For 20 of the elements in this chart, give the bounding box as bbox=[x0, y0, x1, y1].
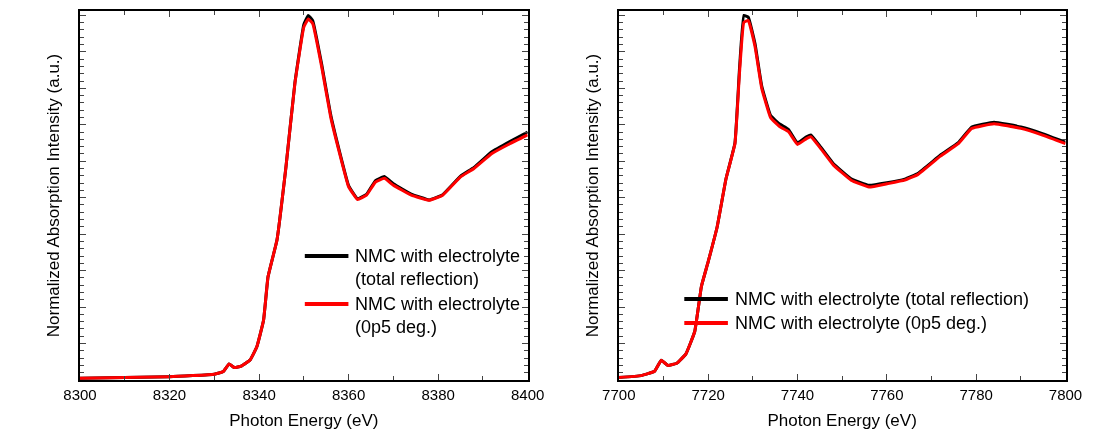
x-tick-label: 8320 bbox=[152, 385, 187, 403]
x-tick-label: 8380 bbox=[421, 385, 455, 403]
x-tick-label: 7780 bbox=[959, 385, 993, 403]
y-axis-title: Normalized Absorption Intensity (a.u.) bbox=[44, 53, 64, 338]
x-tick-label: 7800 bbox=[1048, 385, 1083, 403]
x-tick-label: 8360 bbox=[331, 385, 366, 403]
legend-label: NMC with electrolyte (total reflection) bbox=[735, 289, 1030, 309]
legend-label: NMC with electrolyte (0p5 deg.) bbox=[355, 294, 521, 338]
x-tick-label: 8340 bbox=[242, 385, 276, 403]
x-tick-label: 7700 bbox=[602, 385, 636, 403]
x-tick-label: 7720 bbox=[691, 385, 725, 403]
y-axis-title: Normalized Absorption Intensity (a.u.) bbox=[583, 53, 603, 338]
x-tick-label: 8300 bbox=[63, 385, 97, 403]
x-axis-title: Photon Energy (eV) bbox=[767, 410, 917, 430]
x-axis-title: Photon Energy (eV) bbox=[229, 410, 379, 430]
legend-label: NMC with electrolyte (0p5 deg.) bbox=[735, 313, 988, 333]
x-tick-label: 8400 bbox=[511, 385, 545, 403]
x-tick-label: 7760 bbox=[870, 385, 904, 403]
x-tick-label: 7740 bbox=[780, 385, 815, 403]
legend-label: NMC with electrolyte (total reflection) bbox=[355, 246, 521, 290]
